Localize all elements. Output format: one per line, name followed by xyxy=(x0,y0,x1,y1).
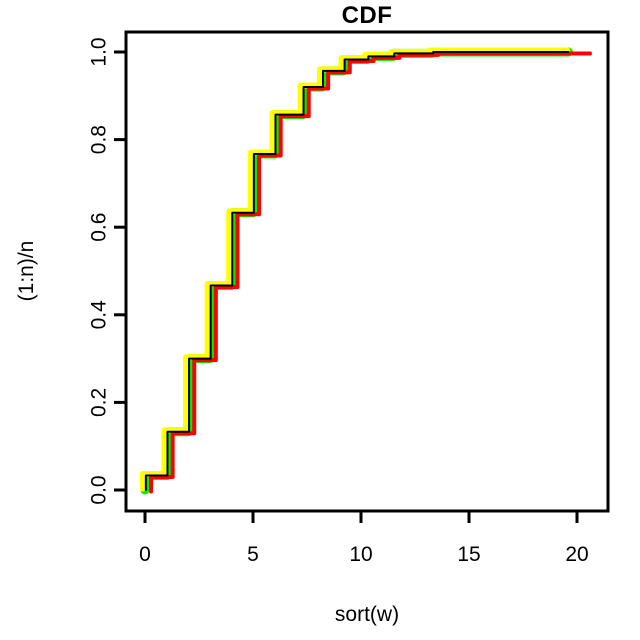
x-tick-label: 15 xyxy=(457,543,480,566)
sample-green-step-line xyxy=(140,47,573,495)
y-tick-label: 0.8 xyxy=(88,125,111,154)
x-tick-label: 0 xyxy=(139,543,151,566)
x-tick-label: 20 xyxy=(565,543,588,566)
y-tick-label: 0.2 xyxy=(88,388,111,417)
chart-title: CDF xyxy=(341,2,393,29)
y-tick-label: 0.4 xyxy=(88,300,111,330)
sample-black-step-line xyxy=(144,51,570,491)
sample-red-step-line xyxy=(149,51,592,494)
y-axis-label: (1:n)/n xyxy=(15,240,38,302)
y-tick-label: 0.6 xyxy=(88,213,111,242)
x-axis-label: sort(w) xyxy=(334,603,400,626)
y-tick-label: 0.0 xyxy=(88,475,111,504)
x-tick-label: 10 xyxy=(349,543,372,566)
sample-yellow-step-line xyxy=(139,47,571,492)
x-tick-label: 5 xyxy=(247,543,259,566)
plot-box xyxy=(124,30,610,513)
y-tick-label: 1.0 xyxy=(88,37,111,66)
